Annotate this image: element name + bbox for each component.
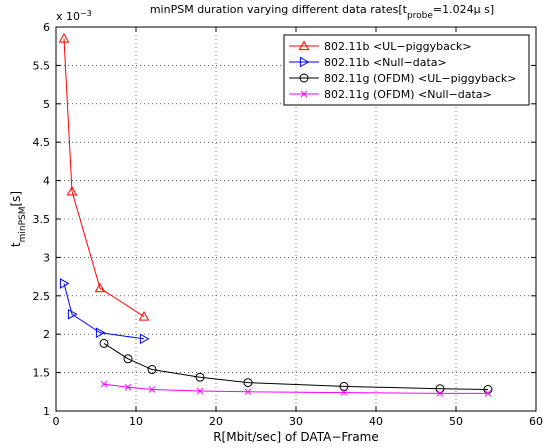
data-point bbox=[66, 185, 78, 196]
y-axis-label: tminPSM[s] bbox=[9, 191, 28, 247]
y-tick-label: 2 bbox=[43, 328, 50, 341]
y-tick-label: 4.5 bbox=[33, 136, 51, 149]
data-point bbox=[339, 381, 349, 391]
legend-label: 802.11b <Null−data> bbox=[324, 56, 447, 69]
legend: 802.11b <UL−piggyback> 802.11b <Null−data… bbox=[283, 34, 530, 106]
data-point bbox=[148, 386, 156, 393]
series-1 bbox=[58, 32, 150, 321]
data-point bbox=[484, 389, 492, 397]
legend-label: 802.11g (OFDM) <Null−data> bbox=[324, 88, 492, 101]
data-point bbox=[196, 387, 204, 395]
y-tick-label: 2.5 bbox=[33, 290, 51, 303]
data-point bbox=[138, 311, 150, 321]
y-tick-label: 3 bbox=[43, 251, 50, 264]
marker-triangle-up bbox=[298, 40, 310, 51]
legend-item: 802.11b <UL−piggyback> bbox=[289, 40, 471, 53]
data-point bbox=[95, 327, 106, 339]
marker-x-stroke bbox=[300, 90, 308, 98]
x-tick-label: 30 bbox=[289, 415, 303, 428]
data-point bbox=[94, 282, 106, 293]
data-point bbox=[147, 365, 157, 375]
data-point bbox=[244, 388, 252, 396]
series-line bbox=[103, 383, 488, 394]
y-tick-label: 5.5 bbox=[33, 59, 51, 72]
marker-triangle-right bbox=[299, 56, 310, 68]
marker-x-stroke bbox=[148, 386, 156, 393]
data-point bbox=[123, 354, 133, 364]
marker-x-stroke bbox=[340, 389, 348, 396]
legend-item: 802.11b <Null−data> bbox=[289, 56, 447, 69]
series-line bbox=[63, 38, 145, 317]
y-tick-label: 3.5 bbox=[33, 213, 51, 226]
y-tick-label: 1 bbox=[43, 405, 50, 418]
series-2 bbox=[59, 278, 150, 345]
y-multiplier: x 10−3 bbox=[56, 9, 92, 24]
legend-label: 802.11b <UL−piggyback> bbox=[324, 40, 471, 53]
x-tick-label: 60 bbox=[529, 415, 543, 428]
marker-circle bbox=[299, 73, 309, 83]
marker-x-stroke bbox=[484, 389, 492, 397]
data-point bbox=[99, 338, 109, 348]
marker-x-stroke bbox=[196, 387, 204, 395]
data-point bbox=[59, 278, 70, 289]
marker-x-stroke bbox=[124, 383, 132, 391]
y-tick-label: 5 bbox=[43, 98, 50, 111]
data-point bbox=[243, 378, 253, 388]
marker-x-stroke bbox=[244, 388, 252, 396]
series-4 bbox=[100, 380, 492, 397]
legend-box bbox=[283, 34, 530, 106]
marker-x bbox=[300, 90, 308, 98]
x-axis-label: R[Mbit/sec] of DATA−Frame bbox=[213, 430, 379, 444]
series-3 bbox=[99, 338, 493, 394]
legend-item: 802.11g (OFDM) <UL−piggyback> bbox=[289, 72, 516, 85]
marker-x-stroke bbox=[100, 380, 108, 388]
x-tick-label: 0 bbox=[53, 415, 60, 428]
data-point bbox=[58, 32, 70, 43]
x-tick-label: 50 bbox=[449, 415, 463, 428]
x-tick-label: 10 bbox=[129, 415, 143, 428]
axis-ticks: 0 10 20 30 40 50 60 1 1.5 2 2.5 3 3.5 4 4.5 5 5.5 6 bbox=[33, 21, 544, 428]
legend-item: 802.11g (OFDM) <Null−data> bbox=[289, 88, 492, 101]
data-point bbox=[67, 308, 78, 320]
data-point bbox=[436, 389, 444, 397]
y-tick-label: 1.5 bbox=[33, 367, 51, 380]
series-line bbox=[63, 283, 145, 340]
data-point bbox=[139, 333, 150, 345]
legend-label: 802.11g (OFDM) <UL−piggyback> bbox=[324, 72, 516, 85]
x-tick-label: 40 bbox=[369, 415, 383, 428]
series-layer bbox=[58, 32, 493, 397]
chart-title: minPSM duration varying different data r… bbox=[150, 3, 494, 21]
data-point bbox=[195, 372, 205, 382]
data-point bbox=[124, 383, 132, 391]
y-tick-label: 4 bbox=[43, 175, 50, 188]
x-tick-label: 20 bbox=[209, 415, 223, 428]
marker-x-stroke bbox=[436, 389, 444, 397]
data-point bbox=[340, 389, 348, 396]
y-tick-label: 6 bbox=[43, 21, 50, 34]
data-point bbox=[100, 380, 108, 388]
